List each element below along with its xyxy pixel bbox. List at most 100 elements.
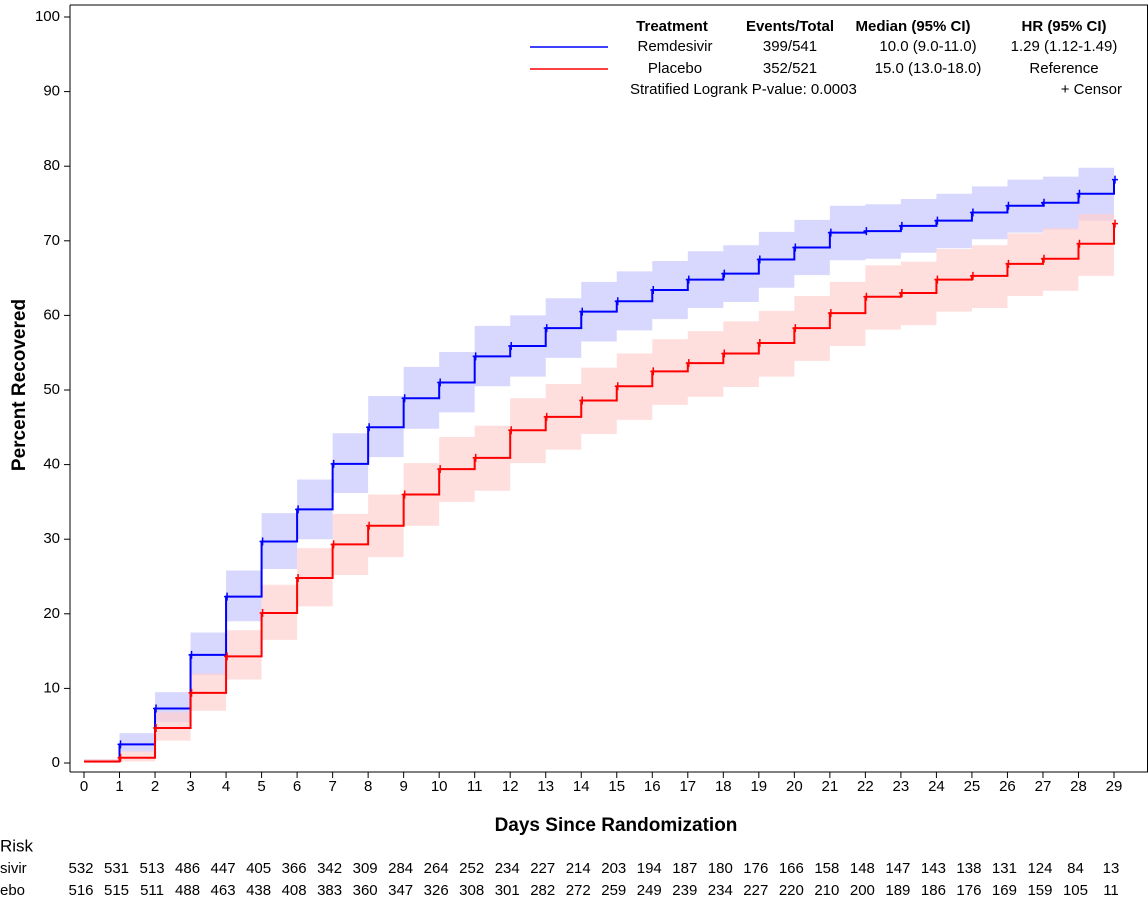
legend-events: 399/541 xyxy=(763,38,817,55)
y-tick-label: 40 xyxy=(43,456,60,473)
censor-mark xyxy=(579,396,586,405)
censor-mark xyxy=(437,378,444,387)
censor-mark xyxy=(224,652,231,661)
risk-count: 511 xyxy=(140,882,164,899)
risk-count: 447 xyxy=(211,860,236,877)
censor-mark xyxy=(543,324,550,333)
risk-count: 131 xyxy=(992,860,1017,877)
risk-count: 301 xyxy=(495,882,520,899)
x-tick-label: 10 xyxy=(431,778,448,795)
censor-mark xyxy=(579,307,586,316)
y-tick-label: 20 xyxy=(43,605,60,622)
risk-count: 272 xyxy=(566,882,591,899)
y-tick-label: 90 xyxy=(43,83,60,100)
x-tick-label: 15 xyxy=(608,778,625,795)
risk-count: 166 xyxy=(779,860,804,877)
legend-hr: 1.29 (1.12-1.49) xyxy=(1011,38,1118,55)
x-tick-label: 20 xyxy=(786,778,803,795)
risk-count: 189 xyxy=(885,882,910,899)
censor-mark xyxy=(295,505,302,514)
x-tick-label: 24 xyxy=(928,778,945,795)
censor-mark xyxy=(614,297,621,306)
censor-mark xyxy=(508,426,515,435)
censor-mark xyxy=(153,723,160,732)
censor-mark xyxy=(898,289,905,298)
risk-count: 124 xyxy=(1027,860,1052,877)
x-tick-label: 16 xyxy=(644,778,661,795)
risk-count: 180 xyxy=(708,860,733,877)
risk-count: 13 xyxy=(1103,860,1120,877)
x-tick-label: 5 xyxy=(257,778,265,795)
censor-mark xyxy=(1040,198,1047,207)
risk-count: 308 xyxy=(459,882,484,899)
risk-count: 143 xyxy=(921,860,946,877)
risk-count: 347 xyxy=(388,882,413,899)
risk-count: 194 xyxy=(637,860,662,877)
censor-mark xyxy=(295,573,302,582)
censor-mark xyxy=(650,367,657,376)
risk-count: 159 xyxy=(1027,882,1052,899)
km-curve xyxy=(84,223,1115,763)
risk-count: 187 xyxy=(672,860,697,877)
x-tick-label: 0 xyxy=(80,778,88,795)
x-tick-label: 14 xyxy=(573,778,590,795)
x-axis-title: Days Since Randomization xyxy=(495,815,738,836)
y-tick-label: 50 xyxy=(43,381,60,398)
risk-count: 515 xyxy=(104,882,129,899)
risk-count: 200 xyxy=(850,882,875,899)
legend-header: HR (95% CI) xyxy=(1021,18,1106,35)
censor-mark xyxy=(721,349,728,358)
risk-count: 105 xyxy=(1063,882,1088,899)
risk-count: 513 xyxy=(140,860,165,877)
censor-mark xyxy=(366,521,373,530)
censor-mark xyxy=(685,359,692,368)
risk-count: 383 xyxy=(317,882,342,899)
x-tick-label: 11 xyxy=(467,778,483,795)
risk-count: 176 xyxy=(956,882,981,899)
censor-mark xyxy=(543,412,550,421)
censor-mark xyxy=(366,423,373,432)
km-curve xyxy=(84,179,1115,763)
y-tick-label: 80 xyxy=(43,157,60,174)
risk-count: 284 xyxy=(388,860,413,877)
risk-count: 309 xyxy=(353,860,378,877)
censor-mark xyxy=(792,243,799,252)
risk-count: 214 xyxy=(566,860,591,877)
risk-count: 360 xyxy=(353,882,378,899)
risk-count: 234 xyxy=(495,860,520,877)
censor-mark xyxy=(756,255,763,264)
risk-count: 227 xyxy=(743,882,768,899)
risk-count: 282 xyxy=(530,882,555,899)
legend-hr: Reference xyxy=(1029,60,1098,77)
ci-band xyxy=(84,147,1114,764)
x-tick-label: 12 xyxy=(502,778,519,795)
x-tick-label: 18 xyxy=(715,778,732,795)
censor-mark xyxy=(188,688,195,697)
censor-mark xyxy=(863,227,870,236)
risk-count: 252 xyxy=(459,860,484,877)
risk-count: 463 xyxy=(211,882,236,899)
risk-count: 264 xyxy=(424,860,449,877)
censor-mark xyxy=(969,271,976,280)
risk-count: 234 xyxy=(708,882,733,899)
legend-events: 352/521 xyxy=(763,60,817,77)
censor-mark xyxy=(827,309,834,318)
risk-count: 486 xyxy=(175,860,200,877)
x-tick-label: 3 xyxy=(186,778,194,795)
x-tick-label: 4 xyxy=(222,778,230,795)
censor-legend: + Censor xyxy=(1061,81,1122,98)
censor-mark xyxy=(401,394,408,403)
censor-mark xyxy=(188,650,195,659)
censor-mark xyxy=(472,352,479,361)
risk-row-label: ebo xyxy=(0,882,25,899)
risk-row-label: sivir xyxy=(0,860,27,877)
x-tick-label: 28 xyxy=(1070,778,1087,795)
risk-count: 488 xyxy=(175,882,200,899)
risk-count: 516 xyxy=(68,882,93,899)
x-tick-label: 26 xyxy=(999,778,1016,795)
risk-count: 227 xyxy=(530,860,555,877)
censor-mark xyxy=(224,592,231,601)
risk-count: 11 xyxy=(1103,882,1119,899)
censor-mark xyxy=(330,459,337,468)
